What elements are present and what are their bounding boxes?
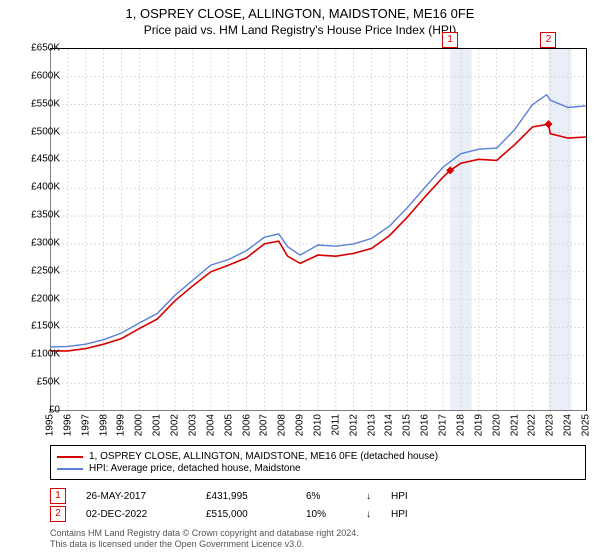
transaction-date: 26-MAY-2017 [86,491,186,502]
x-axis-tick-label: 2005 [223,414,234,436]
x-axis-tick-label: 2008 [277,414,288,436]
transaction-marker-box: 1 [50,488,66,504]
transaction-hpi-label: HPI [391,509,441,520]
x-axis-tick-label: 2023 [545,414,556,436]
x-axis-tick-label: 2013 [366,414,377,436]
x-axis-tick-label: 1995 [45,414,56,436]
x-axis-tick-label: 2022 [527,414,538,436]
x-axis-tick-label: 1996 [62,414,73,436]
x-axis-tick-label: 2011 [330,414,341,436]
chart-marker-box: 1 [442,32,458,48]
legend-swatch [57,468,83,470]
y-axis-tick-label: £150K [12,321,60,332]
x-axis-tick-label: 2000 [134,414,145,436]
legend-row-price-paid: 1, OSPREY CLOSE, ALLINGTON, MAIDSTONE, M… [57,451,579,462]
x-axis-tick-label: 2007 [259,414,270,436]
x-axis-tick-label: 2016 [420,414,431,436]
y-axis-tick-label: £600K [12,70,60,81]
chart-marker-box: 2 [540,32,556,48]
x-axis-tick-label: 1999 [116,414,127,436]
transaction-row: 1 26-MAY-2017 £431,995 6% ↓ HPI [50,488,586,504]
price-chart: 1, OSPREY CLOSE, ALLINGTON, MAIDSTONE, M… [0,0,600,560]
x-axis-tick-label: 2017 [438,414,449,436]
x-axis-tick-label: 2006 [241,414,252,436]
x-axis-tick-label: 2015 [402,414,413,436]
y-axis-tick-label: £300K [12,237,60,248]
x-axis-tick-label: 1997 [80,414,91,436]
arrow-down-icon: ↓ [366,509,371,520]
y-axis-tick-label: £450K [12,154,60,165]
chart-title: 1, OSPREY CLOSE, ALLINGTON, MAIDSTONE, M… [0,6,600,21]
plot-area [50,48,587,411]
chart-subtitle: Price paid vs. HM Land Registry's House … [0,23,600,37]
y-axis-tick-label: £100K [12,349,60,360]
x-axis-tick-label: 2009 [295,414,306,436]
transaction-row: 2 02-DEC-2022 £515,000 10% ↓ HPI [50,506,586,522]
y-axis-tick-label: £550K [12,98,60,109]
transactions-table: 1 26-MAY-2017 £431,995 6% ↓ HPI 2 02-DEC… [50,486,586,524]
x-axis-tick-label: 2010 [313,414,324,436]
transaction-hpi-label: HPI [391,491,441,502]
y-axis-tick-label: £500K [12,126,60,137]
y-axis-tick-label: £400K [12,182,60,193]
footer-line: This data is licensed under the Open Gov… [50,539,586,550]
legend-row-hpi: HPI: Average price, detached house, Maid… [57,463,579,474]
x-axis-tick-label: 2021 [509,414,520,436]
transaction-pct: 6% [306,491,346,502]
footer-attribution: Contains HM Land Registry data © Crown c… [50,528,586,551]
y-axis-tick-label: £50K [12,377,60,388]
x-axis-tick-label: 2014 [384,414,395,436]
y-axis-tick-label: £350K [12,210,60,221]
x-axis-tick-label: 2003 [187,414,198,436]
transaction-price: £431,995 [206,491,286,502]
x-axis-tick-label: 2018 [455,414,466,436]
x-axis-tick-label: 2019 [473,414,484,436]
x-axis-tick-label: 2012 [348,414,359,436]
footer-line: Contains HM Land Registry data © Crown c… [50,528,586,539]
transaction-date: 02-DEC-2022 [86,509,186,520]
x-axis-tick-label: 2020 [491,414,502,436]
x-axis-tick-label: 2024 [563,414,574,436]
legend-label: HPI: Average price, detached house, Maid… [89,463,301,474]
transaction-marker-box: 2 [50,506,66,522]
y-axis-tick-label: £200K [12,293,60,304]
transaction-price: £515,000 [206,509,286,520]
legend-swatch [57,456,83,458]
chart-title-block: 1, OSPREY CLOSE, ALLINGTON, MAIDSTONE, M… [0,0,600,37]
y-axis-tick-label: £650K [12,43,60,54]
x-axis-tick-label: 2025 [581,414,592,436]
x-axis-tick-label: 2001 [152,414,163,436]
y-axis-tick-label: £250K [12,265,60,276]
legend: 1, OSPREY CLOSE, ALLINGTON, MAIDSTONE, M… [50,445,586,480]
arrow-down-icon: ↓ [366,491,371,502]
x-axis-tick-label: 2004 [205,414,216,436]
x-axis-tick-label: 1998 [98,414,109,436]
transaction-pct: 10% [306,509,346,520]
legend-label: 1, OSPREY CLOSE, ALLINGTON, MAIDSTONE, M… [89,451,438,462]
x-axis-tick-label: 2002 [170,414,181,436]
